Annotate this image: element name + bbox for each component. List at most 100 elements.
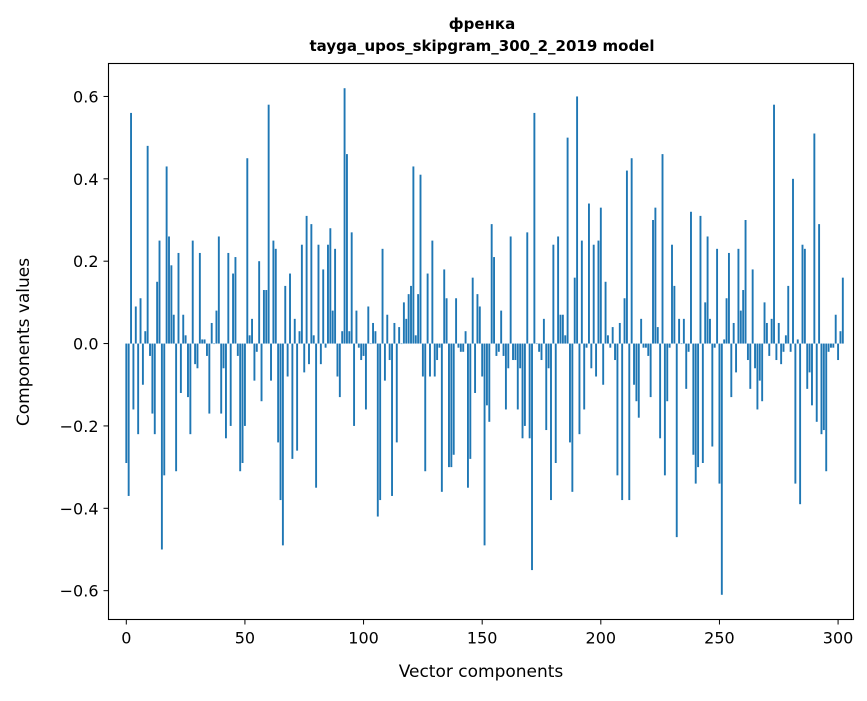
bar <box>504 343 507 410</box>
bar <box>801 244 804 344</box>
x-tick-label: 100 <box>348 629 379 648</box>
bar <box>220 343 223 414</box>
bar <box>811 343 813 406</box>
bar <box>267 104 270 344</box>
bar <box>158 240 161 344</box>
bar <box>761 343 764 402</box>
bar <box>376 343 379 517</box>
bar <box>293 318 296 344</box>
bar <box>687 343 690 352</box>
bar <box>606 335 609 344</box>
bar <box>419 174 422 344</box>
bar <box>545 343 548 431</box>
bar <box>310 224 313 344</box>
bar <box>386 314 389 344</box>
bar <box>436 343 439 361</box>
bar <box>578 343 581 435</box>
bar <box>346 154 348 344</box>
bar <box>602 343 605 385</box>
bar <box>476 294 479 344</box>
bar <box>191 240 194 344</box>
bar <box>777 322 780 344</box>
bar <box>640 318 643 344</box>
bar <box>830 343 832 348</box>
bar <box>369 343 372 345</box>
bar <box>675 343 678 538</box>
bar <box>203 339 206 344</box>
bar <box>248 335 251 344</box>
y-tick-label: 0.4 <box>73 170 98 189</box>
bar <box>151 343 154 414</box>
bar <box>592 244 595 344</box>
bar <box>429 343 431 377</box>
bar <box>780 343 783 365</box>
bar <box>526 232 529 344</box>
bar <box>322 269 325 344</box>
bar <box>704 302 707 344</box>
bar <box>644 343 647 348</box>
bar <box>206 343 208 356</box>
bar <box>336 343 339 377</box>
bar <box>533 112 536 344</box>
bar <box>725 298 728 344</box>
y-tick-label: 0.6 <box>73 87 98 106</box>
bar <box>820 343 823 435</box>
bar <box>580 240 583 344</box>
bar <box>448 343 450 468</box>
bar <box>744 220 747 344</box>
bar <box>559 314 562 344</box>
bar <box>765 322 768 344</box>
bar <box>531 343 533 571</box>
bar <box>343 88 346 344</box>
bar <box>177 252 180 344</box>
bar <box>656 327 659 344</box>
bar <box>621 343 624 501</box>
bar <box>243 343 246 426</box>
x-tick-label: 200 <box>586 629 617 648</box>
bar <box>225 343 227 439</box>
x-tick-label: 50 <box>235 629 255 648</box>
bar <box>500 310 503 344</box>
bar <box>372 322 374 344</box>
bar <box>270 343 272 381</box>
bar <box>746 343 749 361</box>
bar <box>749 343 752 389</box>
bar <box>763 302 766 344</box>
bar <box>599 207 602 344</box>
bar <box>455 298 458 344</box>
bar <box>784 335 787 344</box>
y-tick-label: −0.2 <box>60 417 99 436</box>
bar <box>160 343 163 550</box>
bar <box>611 327 614 344</box>
x-tick-label: 250 <box>704 629 735 648</box>
bar <box>706 236 709 344</box>
bar <box>141 343 144 385</box>
bar <box>450 343 453 468</box>
bar <box>485 343 488 406</box>
bar <box>625 170 628 344</box>
bar <box>509 236 512 344</box>
bar <box>652 220 654 344</box>
bar <box>153 343 156 435</box>
bar <box>585 343 588 348</box>
bar <box>274 248 277 344</box>
bar <box>673 285 676 344</box>
bar <box>573 277 576 344</box>
bar <box>557 236 560 344</box>
bar <box>768 343 771 356</box>
bar <box>308 343 310 365</box>
bar <box>222 343 225 369</box>
bar <box>338 343 341 398</box>
bar <box>260 343 263 402</box>
bar <box>751 269 754 344</box>
bar <box>130 112 132 344</box>
x-axis-ticks: 0 50 100 150 200 250 300 <box>121 619 853 648</box>
bar <box>618 322 621 344</box>
bar <box>379 343 382 501</box>
bar <box>787 285 790 344</box>
bar <box>405 318 408 344</box>
bar <box>329 228 332 344</box>
bar <box>317 244 320 344</box>
